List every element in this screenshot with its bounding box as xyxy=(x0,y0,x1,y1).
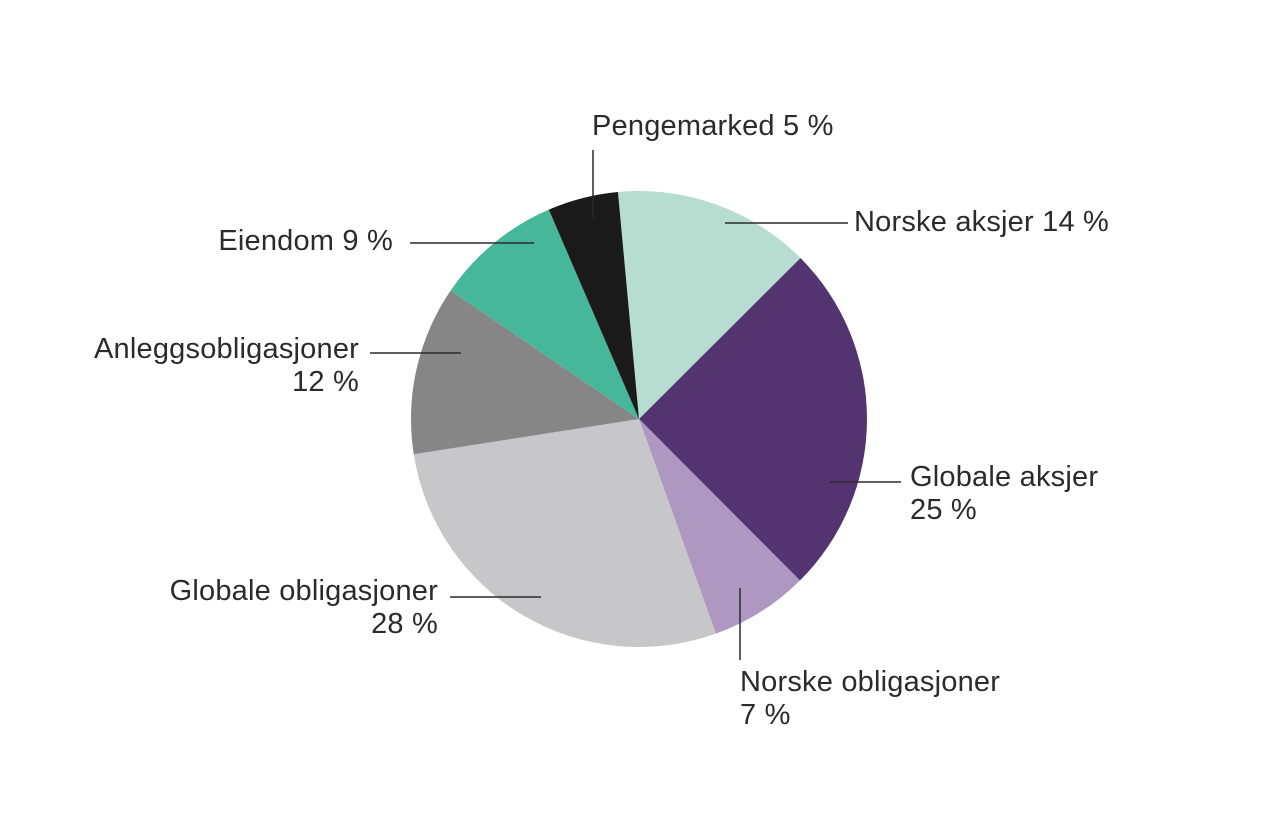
label-norske-aksjer: Norske aksjer 14 % xyxy=(854,206,1109,239)
label-norske-obligasjoner-line2: 7 % xyxy=(740,699,791,731)
label-pengemarked-text: Pengemarked 5 % xyxy=(592,110,834,142)
label-norske-obligasjoner: Norske obligasjoner 7 % xyxy=(740,666,1000,732)
label-norske-aksjer-text: Norske aksjer 14 % xyxy=(854,206,1110,238)
leader-lines xyxy=(370,150,901,660)
pie-slices xyxy=(411,190,867,648)
label-anleggsobligasjoner-line1: Anleggsobligasjoner xyxy=(94,333,359,365)
label-globale-obligasjoner-line1: Globale obligasjoner xyxy=(169,575,438,607)
label-globale-obligasjoner: Globale obligasjoner 28 % xyxy=(170,575,438,641)
pie-slice-globale-obligasjoner xyxy=(413,419,716,648)
label-globale-aksjer-line1: Globale aksjer xyxy=(910,461,1099,493)
pie-slice-eiendom xyxy=(450,209,639,419)
pie-slice-anleggsobligasjoner xyxy=(411,290,639,455)
pie-slice-globale-aksjer xyxy=(639,258,867,581)
pie-slice-pengemarked xyxy=(548,191,639,419)
label-globale-aksjer-line2: 25 % xyxy=(910,494,977,526)
pie-slice-norske-aksjer xyxy=(617,190,801,419)
label-anleggsobligasjoner: Anleggsobligasjoner 12 % xyxy=(94,333,359,399)
label-globale-obligasjoner-line2: 28 % xyxy=(371,608,438,640)
label-eiendom-text: Eiendom 9 % xyxy=(218,225,393,257)
pie-slice-norske-obligasjoner xyxy=(639,419,800,634)
label-pengemarked: Pengemarked 5 % xyxy=(592,110,834,143)
label-globale-aksjer: Globale aksjer 25 % xyxy=(910,461,1098,527)
label-eiendom: Eiendom 9 % xyxy=(218,225,393,258)
label-anleggsobligasjoner-line2: 12 % xyxy=(292,366,359,398)
label-norske-obligasjoner-line1: Norske obligasjoner xyxy=(740,666,1001,698)
